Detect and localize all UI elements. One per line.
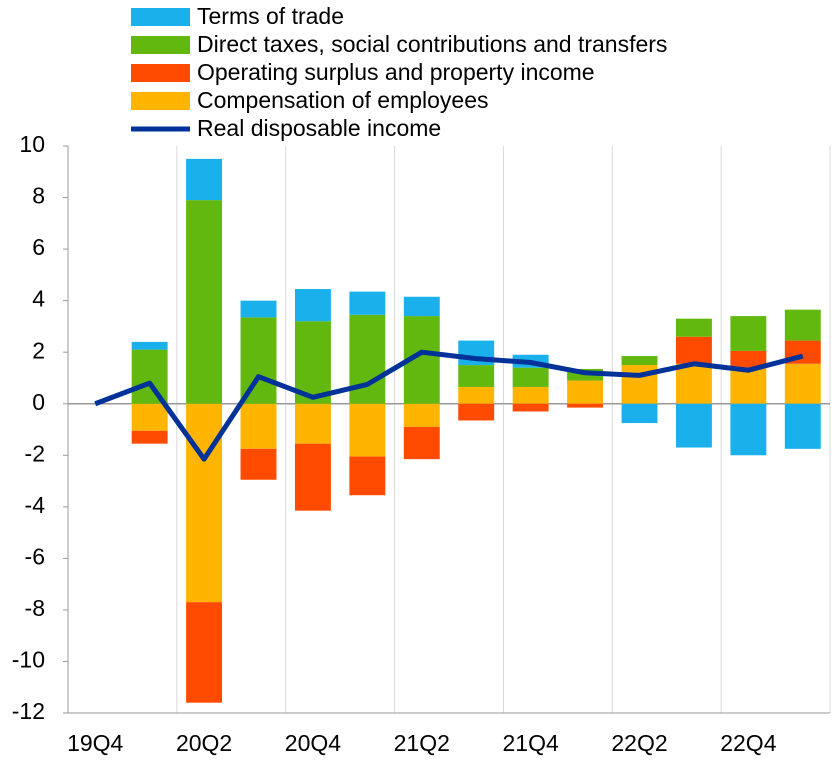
bar-segment [294,403,331,444]
bar-segment [240,317,277,404]
bar-segment [567,380,604,404]
bar-segment [512,386,549,404]
x-tick-label: 22Q2 [611,730,667,756]
y-tick-label: 8 [32,183,45,209]
legend-swatch [131,36,190,54]
y-tick-label: -6 [25,543,45,569]
y-tick-label: 2 [32,337,45,363]
line-series [94,349,804,462]
bar-segment [512,403,549,412]
legend-swatch [131,8,190,26]
bar-segment [730,403,767,456]
bar-segment [294,289,331,322]
x-tick-label: 22Q4 [720,730,776,756]
y-tick-label: 10 [19,131,45,157]
bar-segment [621,403,658,424]
bar-segment [621,356,658,366]
legend-label: Real disposable income [197,115,441,141]
bar-segment [730,350,767,368]
bar-segment [186,602,223,703]
bar-segment [240,403,277,449]
y-tick-label: -10 [12,647,45,673]
bar-segment [349,291,386,315]
bar-segment [403,296,440,317]
bar-segment [784,309,821,341]
bar-segment [512,367,549,387]
bar-segment [131,430,168,444]
y-tick-label: 6 [32,234,45,260]
bar-segment [784,403,821,449]
bar-segment [349,314,386,404]
y-tick-label: -8 [25,595,45,621]
legend-label: Direct taxes, social contributions and t… [197,31,667,57]
bar-segment [403,426,440,460]
bar-segment [131,341,168,350]
x-tick-label: 21Q2 [394,730,450,756]
bar-segment [675,363,712,404]
bar-segment [675,403,712,448]
legend-label: Compensation of employees [197,87,489,113]
y-tick-label: -2 [25,440,45,466]
legend-swatch [131,64,190,82]
bar-segment [403,403,440,427]
x-tick-label: 21Q4 [503,730,559,756]
legend-label: Operating surplus and property income [197,59,595,85]
bar-segment [784,363,821,404]
bar-segment [131,403,168,431]
y-tick-label: 0 [32,389,45,415]
y-tick-label: 4 [32,286,45,312]
bar-segment [240,300,277,318]
bar-segment [186,158,223,201]
y-tick-label: -12 [12,698,45,724]
bar-segment [240,448,277,480]
bar-segment [186,403,223,603]
bar-segment [131,349,168,404]
bar-segment [294,443,331,511]
x-tick-label: 20Q2 [176,730,232,756]
bar-segment [349,456,386,496]
bar-segment [458,365,495,387]
bar-segment [458,403,495,421]
bar-segment [458,386,495,404]
x-tick-label: 20Q4 [285,730,341,756]
x-tick-label: 19Q4 [67,730,123,756]
legend-swatch [131,92,190,110]
bar-segment [294,321,331,404]
legend-label: Terms of trade [197,3,344,29]
bar-segment [186,200,223,404]
bar-segment [675,336,712,364]
bar-segment [730,367,767,404]
bar-segment [730,316,767,351]
bar-segment [675,318,712,337]
bar-segment [567,403,604,408]
bar-segment [349,403,386,457]
y-tick-label: -4 [25,492,46,518]
